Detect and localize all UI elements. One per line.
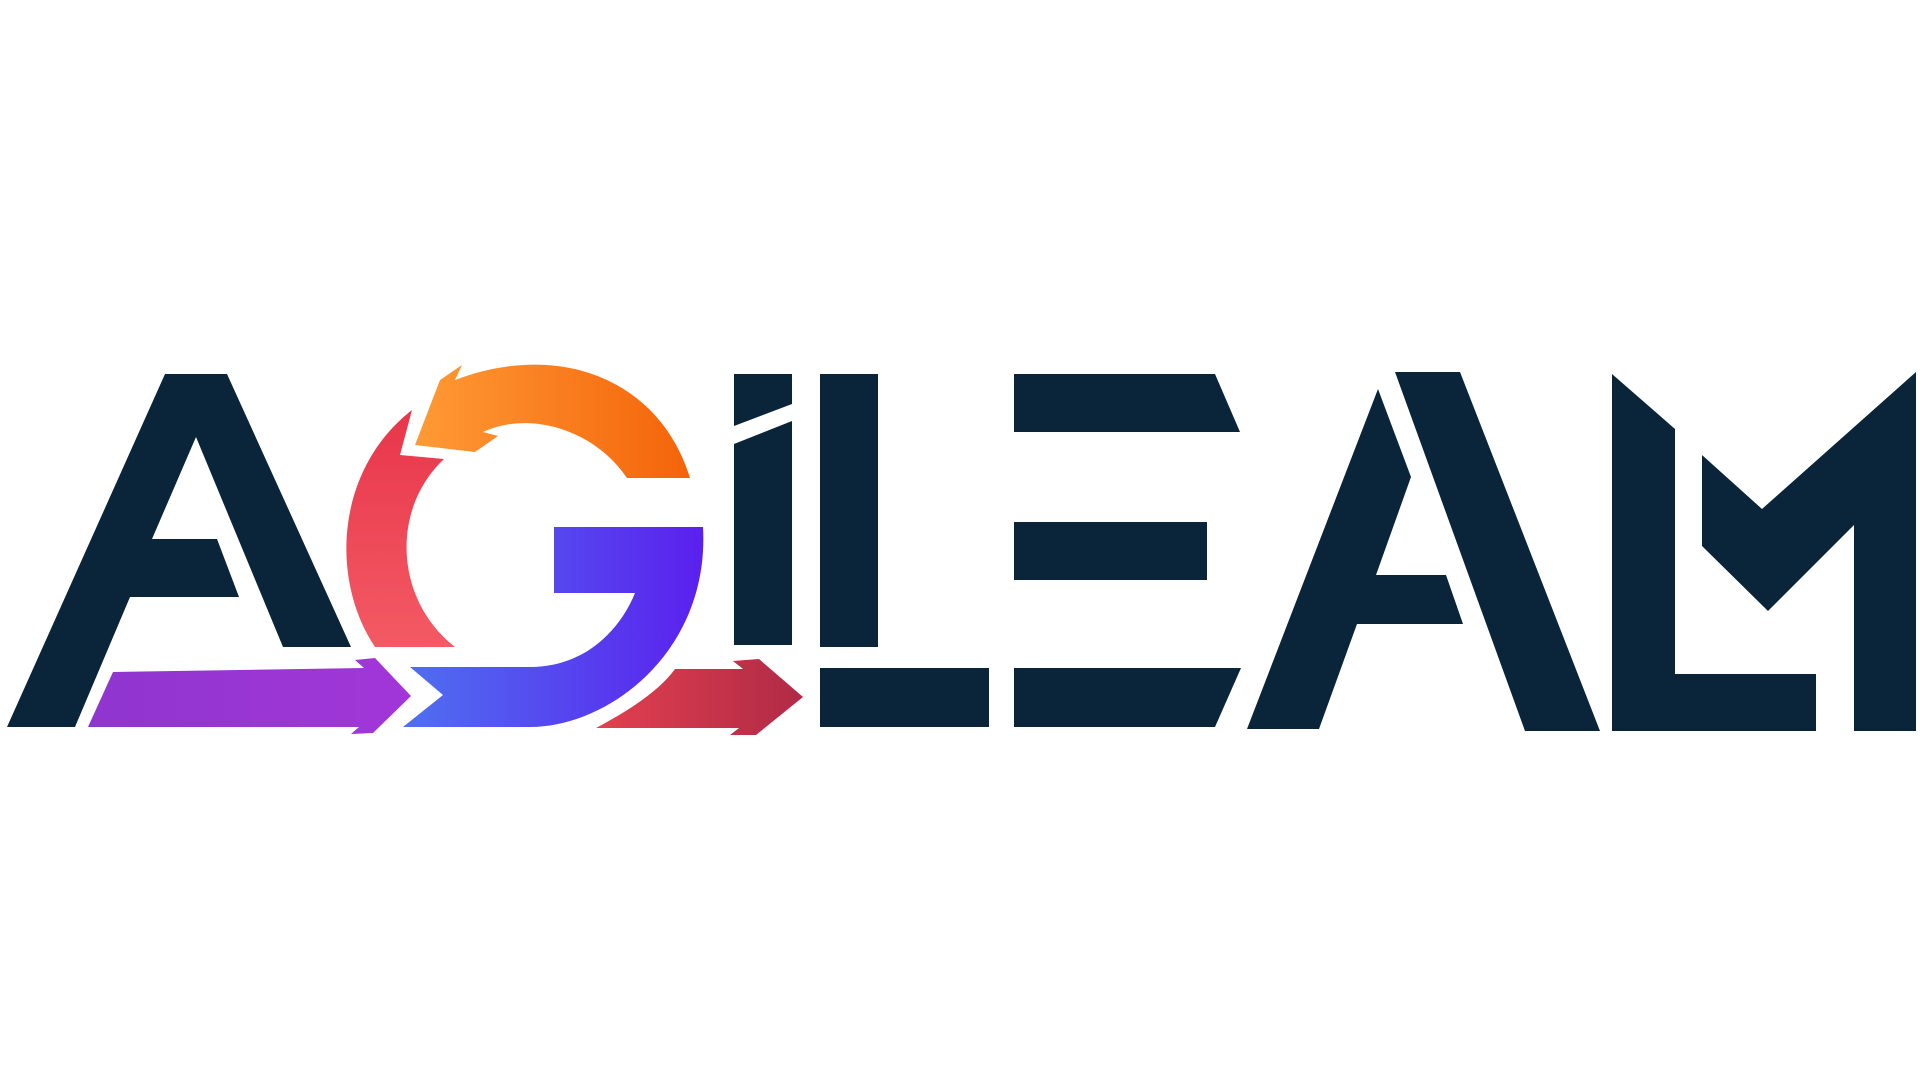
letter-e <box>1014 374 1241 727</box>
letter-lm-middle <box>1702 372 1916 731</box>
cycle-arrow-icon <box>415 364 690 478</box>
letter-l-foot <box>820 668 989 727</box>
letter-i-dot <box>734 374 792 426</box>
forward-arrow-icon <box>88 658 411 734</box>
letter-i <box>734 374 792 645</box>
letter-l-stem <box>820 374 878 647</box>
letter-a-first-shape <box>7 374 351 727</box>
letter-a-first <box>7 374 351 727</box>
letter-i-stem <box>734 421 792 645</box>
letter-a-second-left-leg <box>1247 389 1463 729</box>
letter-a-second <box>1247 372 1600 731</box>
letter-a-second-right-leg <box>1395 372 1600 731</box>
letter-l <box>820 374 989 727</box>
letter-g-cycle <box>346 364 704 727</box>
letter-e-middle-bar <box>1014 522 1207 580</box>
letter-e-bottom-bar <box>1014 668 1241 727</box>
letter-lm <box>1612 372 1916 731</box>
letter-e-top-bar <box>1014 374 1240 432</box>
forward-arrow-icon <box>596 659 803 735</box>
letter-g-bowl <box>403 527 704 727</box>
cycle-arc-left <box>346 410 455 647</box>
letter-lm-left-stem <box>1612 374 1816 731</box>
